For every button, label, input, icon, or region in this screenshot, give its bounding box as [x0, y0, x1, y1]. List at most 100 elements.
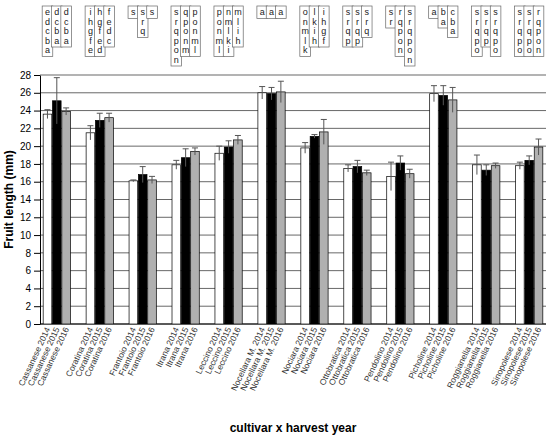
y-tick-mark	[34, 306, 40, 307]
y-tick-mark	[34, 235, 40, 236]
bar	[396, 163, 405, 324]
grid	[40, 75, 546, 324]
grid-line	[40, 217, 546, 218]
letter-label: srqp	[484, 7, 489, 46]
error-stem	[443, 86, 444, 106]
letter-label: ponml	[215, 7, 223, 55]
grid-line	[40, 252, 546, 253]
y-tick-label: 6	[25, 265, 31, 276]
error-bar	[364, 170, 370, 175]
error-bar	[140, 167, 146, 183]
letter-label: sr	[389, 7, 394, 27]
y-tick-label: 26	[20, 87, 32, 98]
error-cap	[407, 169, 413, 170]
error-cap	[397, 155, 403, 156]
error-bar	[354, 160, 360, 172]
error-stem	[109, 113, 110, 122]
grid-line	[40, 235, 546, 236]
error-bar	[63, 108, 69, 115]
letter-label: lkih	[312, 7, 317, 46]
error-stem	[391, 162, 392, 190]
y-tick-mark	[34, 324, 40, 325]
y-tick-mark	[34, 288, 40, 289]
y-tick: 2	[25, 301, 40, 312]
x-tick-label: Frantoio 2016	[126, 325, 157, 377]
error-cap	[106, 113, 112, 114]
bar	[405, 174, 414, 324]
letter-label: edcba	[45, 7, 50, 55]
x-tick-label: Cassanese 2016	[35, 325, 71, 387]
error-stem	[486, 165, 487, 176]
bar	[53, 101, 62, 324]
error-cap	[440, 85, 446, 86]
letter-box	[490, 6, 501, 57]
error-cap	[526, 155, 532, 156]
letter-label: srqp	[355, 7, 360, 46]
bar	[224, 147, 233, 324]
grid-line	[40, 288, 546, 289]
error-bar	[235, 135, 241, 144]
y-tick-label: 12	[20, 212, 32, 223]
error-stem	[219, 146, 220, 160]
y-tick-label: 14	[20, 194, 32, 205]
letter-label: rqpon	[398, 7, 403, 55]
y-tick-label: 24	[20, 105, 32, 116]
y-tick-label: 18	[20, 159, 32, 170]
error-stem	[452, 87, 453, 112]
letter-label: fedc	[107, 7, 112, 46]
chart: 0246810121416182022242628Cassanese 2014C…	[0, 0, 552, 441]
error-cap	[431, 85, 437, 86]
y-tick: 4	[25, 283, 40, 294]
letter-label: mlih	[234, 7, 242, 46]
letter-label: a	[260, 7, 265, 17]
error-cap	[259, 86, 265, 87]
y-tick-mark	[34, 253, 40, 254]
x-axis: Cassanese 2014Cassanese 2015Cassanese 20…	[16, 325, 543, 392]
error-bar	[450, 87, 456, 112]
bar	[215, 153, 224, 324]
letter-label: ihgf	[321, 7, 326, 46]
bars	[43, 78, 543, 324]
letters: edcbadcbadcbaihgfehgfedfedcssrqssrqponqp…	[42, 6, 544, 66]
bar	[387, 176, 396, 324]
y-tick-label: 8	[25, 248, 31, 259]
error-stem	[142, 167, 143, 183]
letter-box	[233, 6, 244, 47]
grid-line	[40, 128, 546, 129]
letter-label: s	[131, 7, 136, 17]
error-bar	[474, 155, 480, 175]
grid-line	[40, 110, 546, 111]
letter-label: srq	[364, 7, 369, 36]
letter-label: srqpo	[527, 7, 532, 55]
grid-line	[40, 270, 546, 271]
bar	[172, 165, 181, 324]
grid-line	[40, 324, 546, 325]
letter-box	[361, 6, 372, 38]
x-tick-label: Itrana 2016	[173, 325, 200, 368]
y-tick-mark	[34, 93, 40, 94]
error-bar	[149, 176, 155, 183]
letter-label: ba	[441, 7, 446, 27]
grid-line	[40, 181, 546, 182]
error-stem	[476, 155, 477, 175]
y-tick: 20	[20, 141, 40, 152]
grid-line	[40, 146, 546, 147]
error-bar	[44, 110, 50, 119]
error-stem	[66, 108, 67, 115]
error-cap	[388, 162, 394, 163]
bar	[181, 158, 190, 324]
error-cap	[269, 87, 275, 88]
letter-label: qponm	[182, 7, 190, 55]
error-cap	[216, 146, 222, 147]
bar	[258, 93, 267, 324]
error-bar	[278, 81, 284, 102]
error-bar	[269, 87, 275, 99]
y-tick-mark	[34, 111, 40, 112]
y-tick-label: 2	[25, 301, 31, 312]
error-cap	[149, 176, 155, 177]
letter-label: a	[431, 7, 436, 17]
error-cap	[354, 160, 360, 161]
error-stem	[495, 163, 496, 168]
letter-label: srqp	[346, 7, 351, 46]
y-tick: 6	[25, 265, 40, 276]
